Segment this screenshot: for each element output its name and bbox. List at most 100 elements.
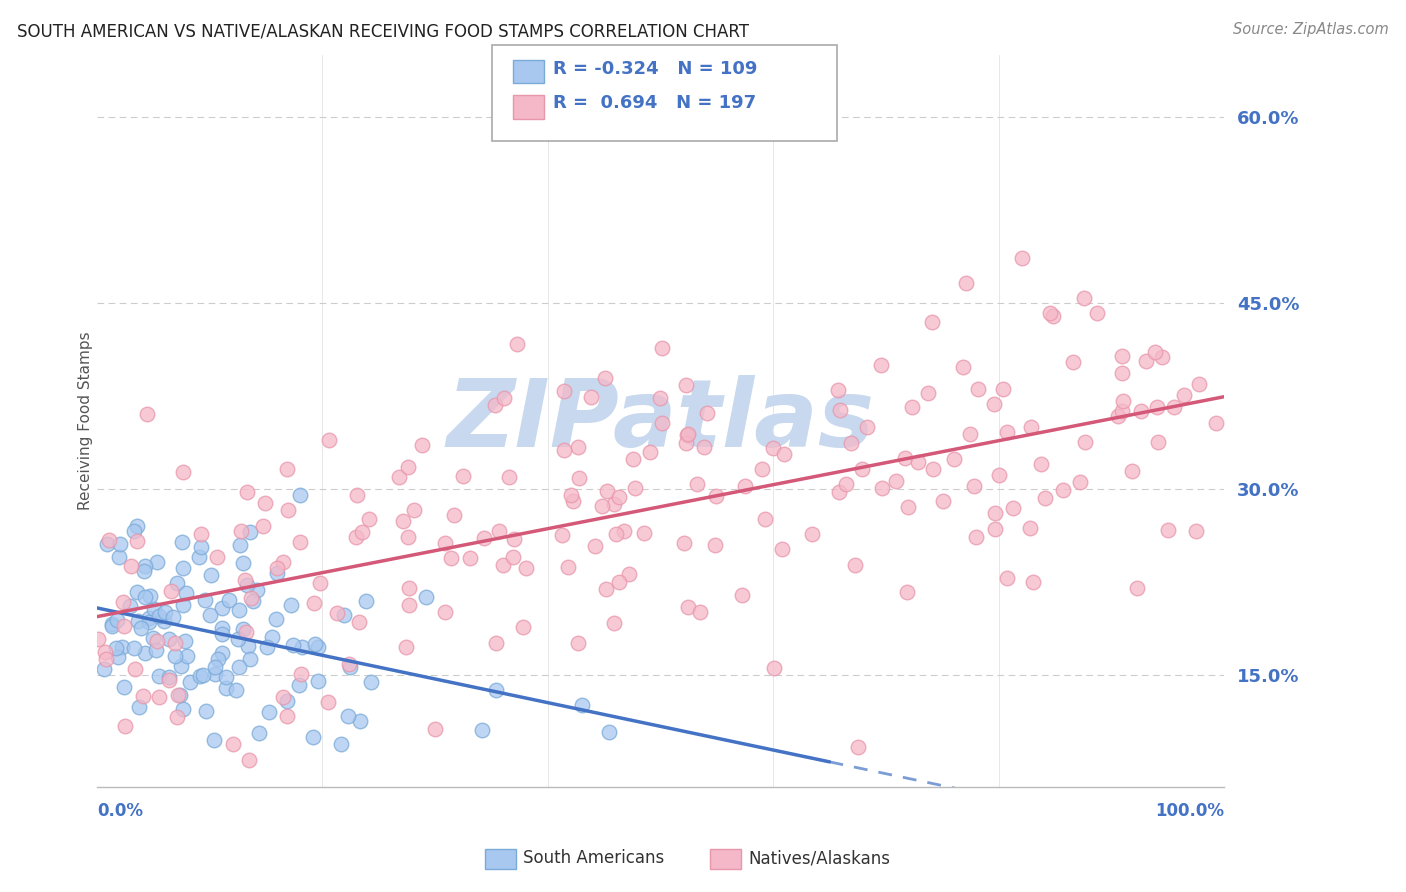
Point — [603, 616, 626, 631]
Point — [207, 652, 229, 666]
Point — [828, 485, 851, 500]
Point — [1019, 521, 1042, 535]
Point — [288, 487, 311, 501]
Point — [280, 599, 302, 613]
Point — [762, 441, 785, 455]
Point — [125, 585, 148, 599]
Point — [235, 577, 257, 591]
Point — [1112, 393, 1135, 408]
Point — [242, 594, 264, 608]
Point — [1022, 574, 1045, 589]
Point — [472, 531, 495, 545]
Point — [155, 605, 177, 619]
Point — [613, 524, 636, 539]
Point — [112, 618, 135, 632]
Point — [619, 566, 641, 581]
Point — [955, 276, 977, 290]
Point — [100, 616, 122, 631]
Point — [276, 462, 298, 476]
Point — [105, 613, 128, 627]
Point — [266, 566, 288, 580]
Point — [502, 550, 524, 565]
Point — [1173, 388, 1195, 402]
Point — [307, 640, 329, 654]
Point — [1011, 251, 1033, 265]
Point — [1150, 351, 1173, 365]
Point — [236, 484, 259, 499]
Point — [603, 497, 626, 511]
Point — [557, 560, 579, 574]
Point — [170, 659, 193, 673]
Point — [922, 462, 945, 476]
Point — [553, 384, 575, 398]
Point — [188, 669, 211, 683]
Point — [349, 714, 371, 728]
Point — [350, 525, 373, 540]
Point — [1052, 483, 1074, 497]
Point — [1144, 345, 1167, 359]
Point — [114, 719, 136, 733]
Point — [124, 662, 146, 676]
Point — [571, 698, 593, 712]
Point — [494, 391, 516, 405]
Point — [443, 508, 465, 523]
Point — [828, 402, 851, 417]
Point — [304, 637, 326, 651]
Point — [128, 699, 150, 714]
Point — [984, 506, 1007, 520]
Text: Natives/Alaskans: Natives/Alaskans — [748, 849, 890, 867]
Point — [346, 487, 368, 501]
Point — [583, 539, 606, 553]
Point — [963, 479, 986, 493]
Point — [172, 534, 194, 549]
Point — [689, 605, 711, 619]
Point — [236, 640, 259, 654]
Point — [169, 688, 191, 702]
Point — [239, 652, 262, 666]
Point — [425, 723, 447, 737]
Point — [984, 522, 1007, 536]
Point — [731, 588, 754, 602]
Point — [917, 386, 939, 401]
Point — [252, 518, 274, 533]
Text: Source: ZipAtlas.com: Source: ZipAtlas.com — [1233, 22, 1389, 37]
Point — [433, 605, 456, 619]
Point — [105, 640, 128, 655]
Point — [1135, 353, 1157, 368]
Point — [125, 519, 148, 533]
Point — [1163, 400, 1185, 414]
Point — [921, 314, 943, 328]
Point — [488, 524, 510, 539]
Point — [222, 737, 245, 751]
Point — [107, 649, 129, 664]
Point — [218, 593, 240, 607]
Point — [190, 540, 212, 554]
Point — [1147, 434, 1170, 449]
Point — [396, 530, 419, 544]
Point — [138, 615, 160, 629]
Point — [108, 550, 131, 565]
Point — [336, 709, 359, 723]
Point — [264, 612, 287, 626]
Point — [907, 455, 929, 469]
Point — [290, 667, 312, 681]
Point — [172, 561, 194, 575]
Point — [894, 450, 917, 465]
Point — [1121, 464, 1143, 478]
Point — [855, 420, 877, 434]
Point — [246, 582, 269, 597]
Point — [316, 695, 339, 709]
Point — [157, 673, 180, 688]
Point — [157, 670, 180, 684]
Point — [676, 599, 699, 614]
Point — [165, 648, 187, 663]
Point — [1111, 349, 1133, 363]
Point — [290, 535, 312, 549]
Point — [460, 550, 482, 565]
Point — [896, 584, 918, 599]
Point — [844, 558, 866, 573]
Point — [172, 702, 194, 716]
Point — [122, 524, 145, 538]
Point — [134, 646, 156, 660]
Point — [96, 537, 118, 551]
